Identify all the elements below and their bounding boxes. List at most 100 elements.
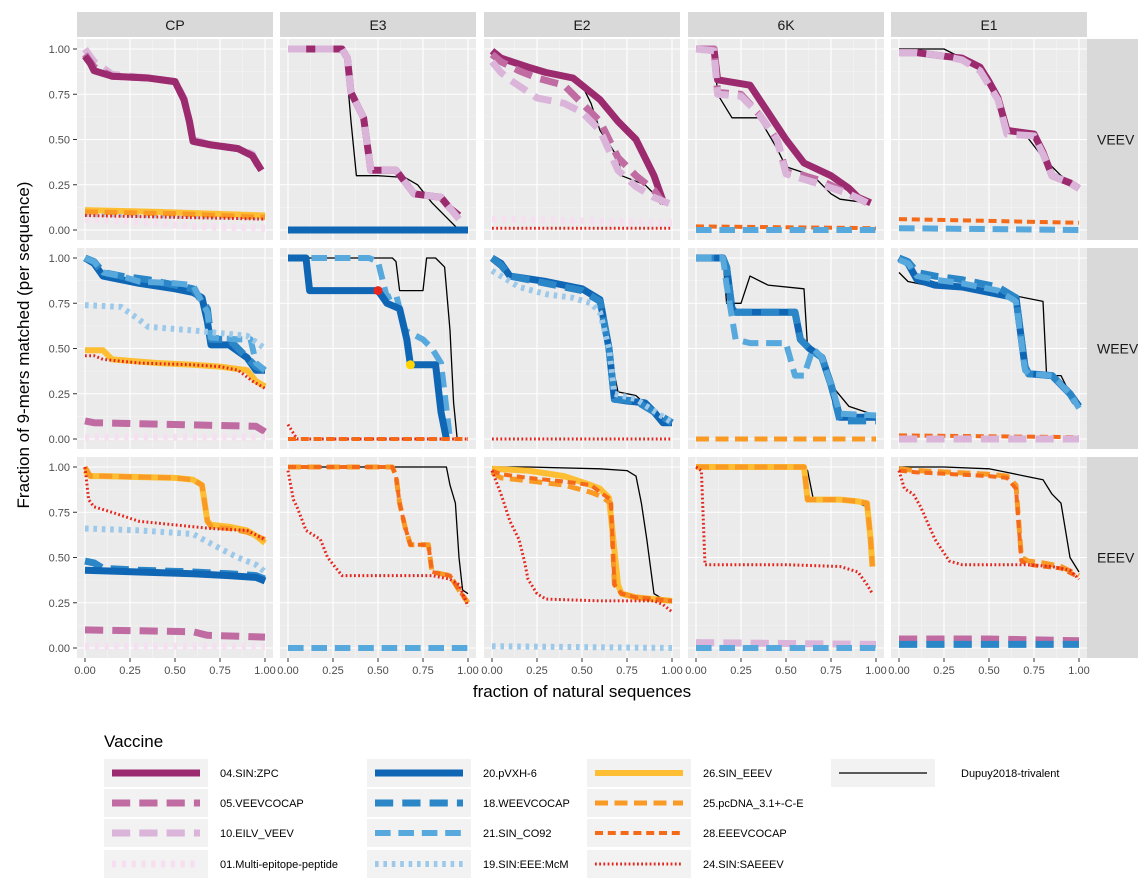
legend-label: Dupuy2018-trivalent [961, 768, 1059, 780]
y-tick-label: 0.00 [49, 225, 70, 237]
series-line [84, 209, 266, 220]
series-line [695, 224, 877, 231]
legend-label: 10.EILV_VEEV [220, 828, 294, 840]
x-tick-label: 0.50 [571, 665, 592, 677]
legend-label: 18.WEEVCOCAP [483, 798, 570, 810]
series-line [288, 257, 458, 440]
series-line [897, 470, 1081, 581]
series-line [85, 347, 267, 390]
facet-strip-e2 [484, 12, 680, 37]
series-line [84, 626, 266, 641]
facet-strip-e1 [891, 12, 1087, 37]
series-line [491, 468, 673, 603]
series-line [490, 470, 673, 613]
series-line [489, 59, 674, 208]
legend-label: 20.pVXH-6 [483, 768, 537, 780]
y-tick-label: 0.25 [49, 598, 70, 610]
facet-column-label: E3 [369, 17, 386, 33]
series-line [696, 464, 875, 567]
series-line [288, 254, 450, 440]
facet-column-label: 6K [777, 17, 795, 33]
y-tick-label: 0.50 [49, 553, 70, 565]
series-line [288, 45, 462, 222]
series-line [84, 566, 267, 585]
annotation-point [405, 360, 415, 370]
series-line [84, 525, 267, 575]
facet-row-label: WEEV [1097, 341, 1138, 357]
x-tick-label: 0.25 [730, 665, 751, 677]
x-tick-label: 0.50 [367, 665, 388, 677]
series-line [84, 215, 266, 232]
legend-title: Vaccine [104, 732, 163, 751]
series-line [82, 54, 265, 173]
legend-label: 01.Multi-epitope-peptide [220, 859, 338, 871]
x-tick-label: 0.75 [820, 665, 841, 677]
series-line [489, 255, 674, 426]
y-tick-label: 0.50 [49, 344, 70, 356]
series-line [288, 465, 470, 604]
x-tick-label: 0.75 [616, 665, 637, 677]
x-tick-label: 1.00 [865, 665, 886, 677]
x-tick-label: 0.25 [322, 665, 343, 677]
facet-column-label: E2 [573, 17, 590, 33]
x-axis-title: fraction of natural sequences [473, 682, 691, 701]
series-line [898, 225, 1080, 233]
series-line [489, 48, 667, 203]
x-tick-label: 0.75 [412, 665, 433, 677]
series-line [82, 465, 266, 542]
legend-label: 19.SIN:EEE:McM [483, 859, 569, 871]
facet-column-label: CP [165, 17, 184, 33]
y-tick-label: 0.25 [49, 389, 70, 401]
x-tick-label: 0.00 [888, 665, 909, 677]
y-tick-label: 0.50 [49, 135, 70, 147]
y-tick-label: 0.75 [49, 298, 70, 310]
series-line [897, 254, 1082, 411]
series-line [899, 635, 1080, 645]
legend-label: 28.EEEVCOCAP [703, 828, 787, 840]
y-tick-label: 0.00 [49, 643, 70, 655]
x-tick-label: 1.00 [661, 665, 682, 677]
x-tick-label: 0.00 [74, 665, 95, 677]
facet-row-label: EEEV [1097, 550, 1135, 566]
x-tick-label: 0.75 [209, 665, 230, 677]
y-tick-label: 1.00 [49, 462, 70, 474]
facet-column-label: E1 [980, 17, 997, 33]
x-tick-label: 0.00 [685, 665, 706, 677]
series-line [490, 470, 673, 604]
y-tick-label: 0.75 [49, 507, 70, 519]
series-line [84, 214, 266, 221]
y-tick-label: 0.25 [49, 180, 70, 192]
facet-strip-e3 [280, 12, 476, 37]
series-line [286, 470, 470, 607]
series-line [897, 257, 1082, 410]
legend-label: 24.SIN:SAEEEV [703, 859, 784, 871]
legend-label: 21.SIN_CO92 [483, 828, 551, 840]
series-line [492, 466, 673, 604]
series-line [695, 639, 877, 648]
annotation-point [373, 286, 383, 296]
facet-strip-veev [1087, 39, 1138, 240]
facet-strip-cp [77, 12, 273, 37]
x-tick-label: 0.25 [933, 665, 954, 677]
series-line [899, 49, 1081, 192]
x-tick-label: 0.25 [119, 665, 140, 677]
series-line [898, 217, 1080, 225]
x-tick-label: 0.75 [1023, 665, 1044, 677]
series-line [695, 45, 869, 206]
y-axis-title: Fraction of 9-mers matched (per sequence… [14, 182, 33, 509]
series-line [288, 255, 453, 440]
facet-row-label: VEEV [1097, 132, 1135, 148]
facet-strip-weev [1087, 248, 1138, 449]
series-line [489, 51, 666, 205]
facet-strip-eeev [1087, 457, 1138, 658]
legend-label: 05.VEEVCOCAP [220, 798, 304, 810]
y-tick-label: 0.00 [49, 434, 70, 446]
facet-strip-6k [688, 12, 884, 37]
series-line [288, 466, 469, 595]
series-line [696, 255, 877, 419]
x-tick-label: 1.00 [457, 665, 478, 677]
legend-label: 26.SIN_EEEV [703, 768, 773, 780]
x-tick-label: 0.50 [978, 665, 999, 677]
series-line [491, 215, 673, 227]
